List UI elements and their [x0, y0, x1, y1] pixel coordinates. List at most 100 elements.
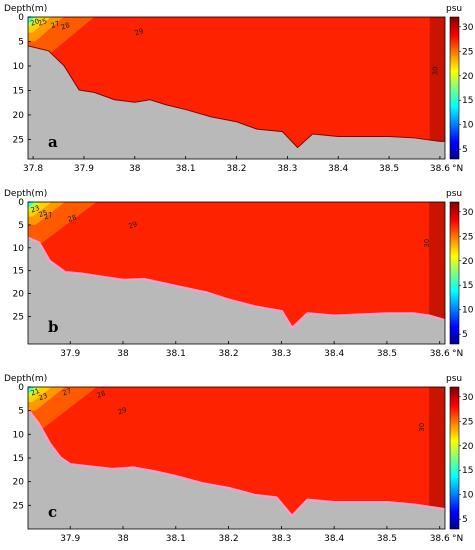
x-tick-label: 38.5 [377, 349, 397, 359]
colorbar-label: psu [446, 189, 462, 199]
y-tick-label: 15 [13, 454, 24, 464]
colorbar [449, 386, 460, 530]
y-tick-label: 15 [13, 267, 24, 277]
high-salinity-band [429, 387, 445, 529]
x-unit-label: °N [452, 534, 463, 544]
colorbar-tick-label: 5 [462, 515, 468, 525]
contour-label: 20 [29, 17, 40, 28]
y-tick-label: 15 [13, 86, 24, 96]
x-unit-label: °N [452, 349, 463, 359]
x-tick-label: 38 [117, 349, 129, 359]
panel-label: b [48, 318, 59, 336]
x-tick-label: 38.2 [219, 349, 239, 359]
y-tick-label: 0 [18, 198, 24, 208]
contour-label: 27 [50, 20, 61, 31]
colorbar-label: psu [446, 374, 462, 384]
y-tick-label: 20 [13, 478, 25, 488]
x-tick-label: 38.6 [430, 164, 450, 174]
seabed [28, 46, 445, 159]
x-tick-label: 38.3 [271, 349, 291, 359]
colorbar-tick-label: 25 [462, 47, 473, 57]
colorbar-tick-label: 15 [462, 96, 473, 106]
x-tick-label: 38.2 [226, 164, 246, 174]
x-tick-label: 38.4 [328, 164, 348, 174]
y-tick-label: 0 [18, 383, 24, 393]
y-tick-label: 20 [13, 111, 25, 121]
colorbar-tick-label: 25 [462, 232, 473, 242]
seabed-edge [28, 45, 445, 159]
contour-label: 27 [43, 211, 54, 222]
x-tick-label: 38.3 [277, 164, 297, 174]
plume-layer-4 [28, 387, 35, 393]
x-tick-label: 38.2 [219, 534, 239, 544]
contour-label: 28 [60, 21, 71, 32]
colorbar-tick-label: 30 [462, 23, 474, 33]
y-axis-label: Depth(m) [4, 374, 47, 384]
x-tick-label: 38.1 [166, 349, 186, 359]
x-tick-label: 38 [129, 164, 141, 174]
colorbar-tick-label: 20 [462, 72, 474, 82]
x-tick-label: 38.5 [377, 534, 397, 544]
y-tick-label: 5 [18, 221, 24, 231]
y-tick-label: 5 [18, 407, 24, 417]
colorbar-tick-label: 15 [462, 281, 473, 291]
contour-label: 29 [127, 220, 138, 231]
contour-label: 30 [431, 66, 439, 75]
y-tick-label: 5 [18, 37, 24, 47]
panel-label: c [48, 503, 57, 521]
colorbar-tick-label: 10 [462, 306, 474, 316]
y-axis-label: Depth(m) [4, 4, 47, 14]
plume-layer-4 [28, 202, 35, 208]
contour-label: 30 [418, 423, 426, 432]
x-tick-label: 38.1 [176, 164, 196, 174]
contour-label: 28 [96, 389, 107, 400]
x-tick-label: 38.3 [271, 534, 291, 544]
colorbar-tick-label: 5 [462, 145, 468, 155]
contour-label: 30 [423, 239, 431, 248]
y-tick-label: 20 [13, 290, 25, 300]
x-tick-label: 38.4 [324, 534, 344, 544]
contour-label: 29 [134, 27, 145, 38]
colorbar-tick-label: 30 [462, 393, 474, 403]
colorbar [449, 201, 460, 345]
colorbar-tick-label: 15 [462, 466, 473, 476]
colorbar-tick-label: 25 [462, 417, 473, 427]
seabed [28, 238, 445, 344]
x-tick-label: 37.9 [74, 164, 94, 174]
colorbar [449, 16, 460, 160]
x-tick-label: 38.6 [430, 349, 450, 359]
y-tick-label: 25 [13, 501, 24, 511]
contour-label: 23 [30, 204, 41, 215]
contour-label: 21 [30, 387, 41, 398]
colorbar-tick-label: 20 [462, 257, 474, 267]
x-tick-label: 37.9 [60, 349, 80, 359]
colorbar-tick-label: 10 [462, 121, 474, 131]
contour-label: 29 [117, 406, 128, 417]
colorbar-tick-label: 5 [462, 330, 468, 340]
colorbar-label: psu [446, 4, 462, 14]
y-tick-label: 25 [13, 313, 24, 323]
contour-label: 25 [38, 209, 49, 220]
contour-label: 27 [61, 387, 72, 398]
seabed [28, 410, 445, 529]
plot-frame [27, 201, 446, 345]
colorbar-tick-label: 30 [462, 208, 474, 218]
high-salinity-band [429, 17, 445, 159]
x-tick-label: 37.8 [23, 164, 43, 174]
y-tick-label: 10 [13, 62, 25, 72]
y-axis-label: Depth(m) [4, 189, 47, 199]
contour-label: 25 [37, 17, 48, 28]
x-tick-label: 38.1 [166, 534, 186, 544]
contour-label: 28 [67, 213, 78, 224]
colorbar-tick-label: 20 [462, 442, 474, 452]
x-tick-label: 38.4 [324, 349, 344, 359]
y-tick-label: 25 [13, 135, 24, 145]
x-tick-label: 38 [117, 534, 129, 544]
x-unit-label: °N [452, 164, 463, 174]
y-tick-label: 0 [18, 13, 24, 23]
colorbar-tick-label: 10 [462, 491, 474, 501]
